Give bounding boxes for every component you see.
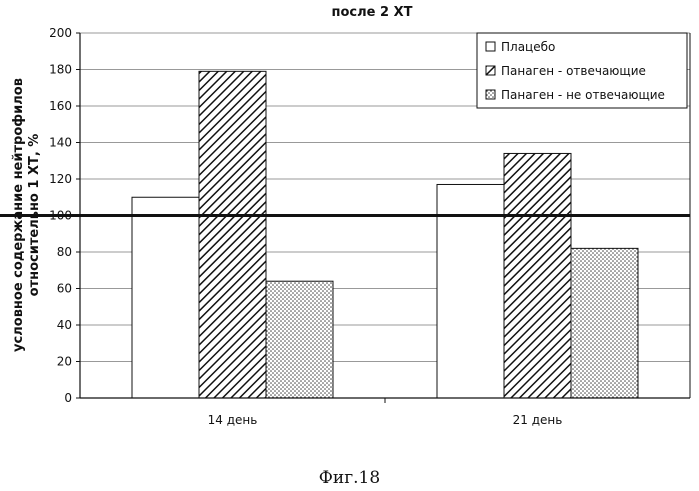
bar-2-2 <box>504 153 571 398</box>
y-tick-label: 180 <box>49 63 72 77</box>
y-tick-label: 20 <box>57 355 72 369</box>
x-tick-label: 21 день <box>513 413 563 427</box>
figure-caption: Фиг.18 <box>0 468 699 488</box>
x-tick-label: 14 день <box>208 413 258 427</box>
bar-3-2 <box>571 248 638 398</box>
bar-3-1 <box>266 281 333 398</box>
chart-title: после 2 ХТ <box>332 5 413 20</box>
x-tick-labels: 14 день 21 день <box>208 398 563 427</box>
legend-label-1: Плацебо <box>501 40 555 54</box>
bar-2-1 <box>199 71 266 398</box>
legend-label-2: Панаген - отвечающие <box>501 64 646 78</box>
y-tick-label: 120 <box>49 172 72 186</box>
legend-swatch-2 <box>486 66 495 75</box>
y-tick-label: 160 <box>49 99 72 113</box>
y-tick-label: 140 <box>49 136 72 150</box>
legend-swatch-3 <box>486 90 495 99</box>
legend-label-3: Панаген - не отвечающие <box>501 88 665 102</box>
bars <box>132 71 638 398</box>
y-tick-label: 0 <box>64 391 72 405</box>
bar-1-1 <box>132 197 199 398</box>
legend-swatch-1 <box>486 42 495 51</box>
y-tick-label: 80 <box>57 245 72 259</box>
y-tick-label: 60 <box>57 282 72 296</box>
y-tick-label: 40 <box>57 318 72 332</box>
legend: Плацебо Панаген - отвечающие Панаген - не … <box>477 33 687 108</box>
y-tick-label: 200 <box>49 26 72 40</box>
chart: после 2 ХТ условное содержание нейтрофил… <box>0 0 699 460</box>
